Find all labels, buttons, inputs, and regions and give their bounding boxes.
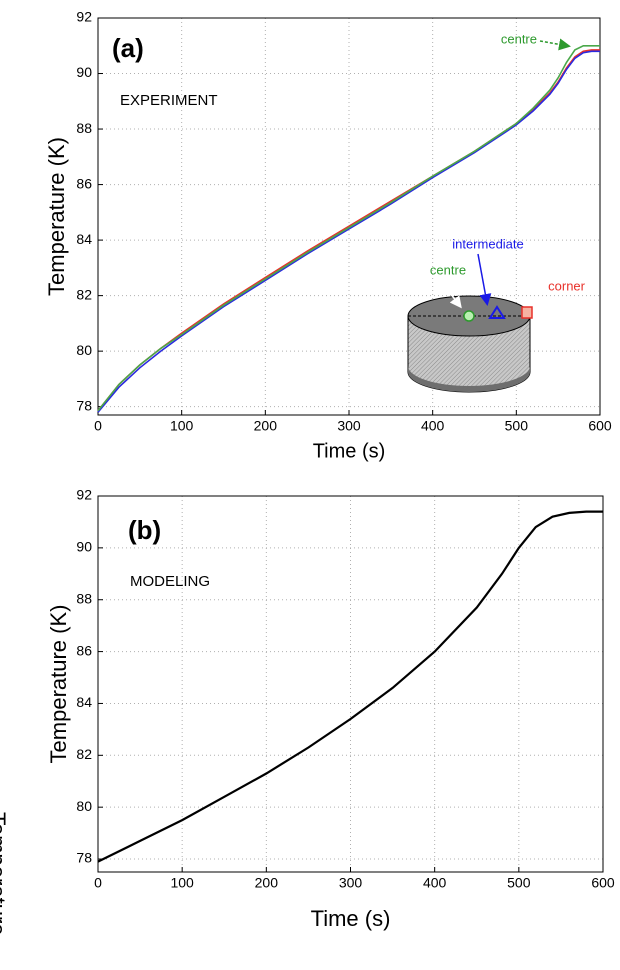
data-line [97,50,600,413]
x-tick-label: 300 [339,875,363,891]
curve-arrow [539,38,571,51]
inset-label: intermediate [452,236,524,251]
x-tick-label: 500 [505,418,529,434]
y-tick-label: 80 [76,798,92,814]
data-line [97,510,603,863]
panel-label: (b) [128,515,161,545]
x-tick-label: 100 [170,875,194,891]
x-tick-label: 0 [94,875,102,891]
y-tick-label: 84 [76,231,92,247]
x-tick-label: 600 [591,875,615,891]
y-tick-label: 86 [76,175,92,191]
y-tick-label: 82 [76,746,92,762]
x-tick-label: 0 [94,418,102,434]
stray-label: Temperature [0,812,10,936]
x-tick-label: 500 [507,875,531,891]
y-tick-label: 90 [76,64,92,80]
x-tick-label: 300 [337,418,361,434]
x-axis-label: Time (s) [313,440,386,462]
y-tick-label: 82 [76,286,92,302]
y-axis-label: Temperature (K) [44,137,69,296]
x-tick-label: 200 [254,418,278,434]
x-tick-label: 400 [423,875,447,891]
y-tick-label: 86 [76,642,92,658]
y-tick-label: 80 [76,342,92,358]
annotation: MODELING [130,573,210,590]
x-tick-label: 600 [588,418,612,434]
curve-label: centre [501,31,537,46]
y-tick-label: 88 [76,590,92,606]
data-line [97,45,600,412]
inset-arrow [477,253,492,306]
x-tick-label: 200 [255,875,279,891]
x-axis-label: Time (s) [311,906,391,931]
x-tick-label: 100 [170,418,194,434]
inset-label: corner [548,278,586,293]
y-tick-label: 78 [76,397,92,413]
y-tick-label: 92 [76,9,92,25]
y-tick-label: 78 [76,850,92,866]
y-tick-label: 92 [76,487,92,503]
plot-frame [97,495,604,873]
inset-label: centre [430,262,466,277]
y-tick-label: 84 [76,694,92,710]
cylinder-bottom [408,366,530,392]
corner-marker [521,306,533,319]
panel-label: (a) [112,33,144,63]
intermediate-marker [488,305,506,319]
y-axis-label: Temperature (K) [46,605,71,764]
y-tick-label: 88 [76,120,92,136]
inset-arrow [446,288,462,309]
centre-marker [463,310,475,322]
y-tick-label: 90 [76,539,92,555]
plot-frame [97,17,601,416]
annotation: EXPERIMENT [120,92,218,109]
x-tick-label: 400 [421,418,445,434]
